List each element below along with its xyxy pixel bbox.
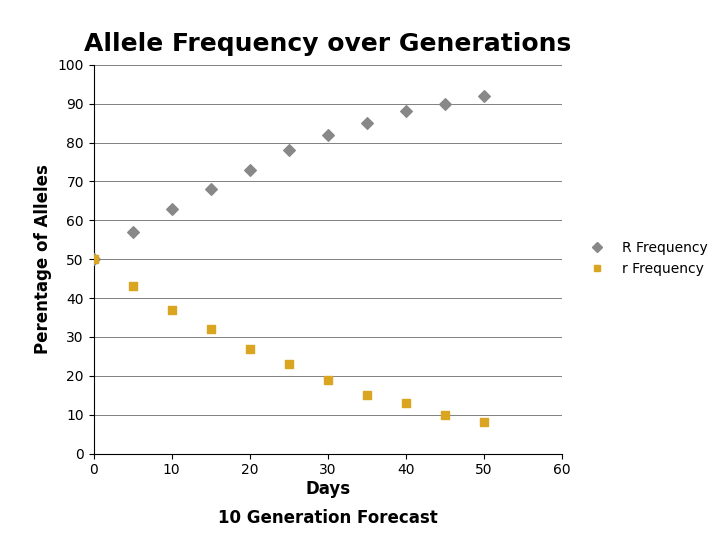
r Frequency <box>439 410 451 419</box>
r Frequency <box>244 345 256 353</box>
R Frequency <box>127 228 138 237</box>
X-axis label: Days: Days <box>305 480 350 498</box>
R Frequency <box>88 255 99 264</box>
r Frequency <box>400 399 411 407</box>
r Frequency <box>88 255 99 264</box>
R Frequency <box>205 185 217 193</box>
Title: Allele Frequency over Generations: Allele Frequency over Generations <box>84 32 571 56</box>
R Frequency <box>439 99 451 108</box>
R Frequency <box>478 92 490 100</box>
r Frequency <box>166 306 177 314</box>
R Frequency <box>244 165 256 174</box>
Legend: R Frequency, r Frequency: R Frequency, r Frequency <box>578 235 714 281</box>
R Frequency <box>322 131 333 139</box>
R Frequency <box>166 204 177 213</box>
R Frequency <box>400 107 411 116</box>
Text: 10 Generation Forecast: 10 Generation Forecast <box>217 509 438 528</box>
R Frequency <box>283 146 294 154</box>
Y-axis label: Perentage of Alleles: Perentage of Alleles <box>34 164 52 354</box>
r Frequency <box>127 282 138 291</box>
r Frequency <box>478 418 490 427</box>
r Frequency <box>205 325 217 334</box>
r Frequency <box>322 375 333 384</box>
r Frequency <box>283 360 294 368</box>
R Frequency <box>361 119 372 127</box>
r Frequency <box>361 391 372 400</box>
